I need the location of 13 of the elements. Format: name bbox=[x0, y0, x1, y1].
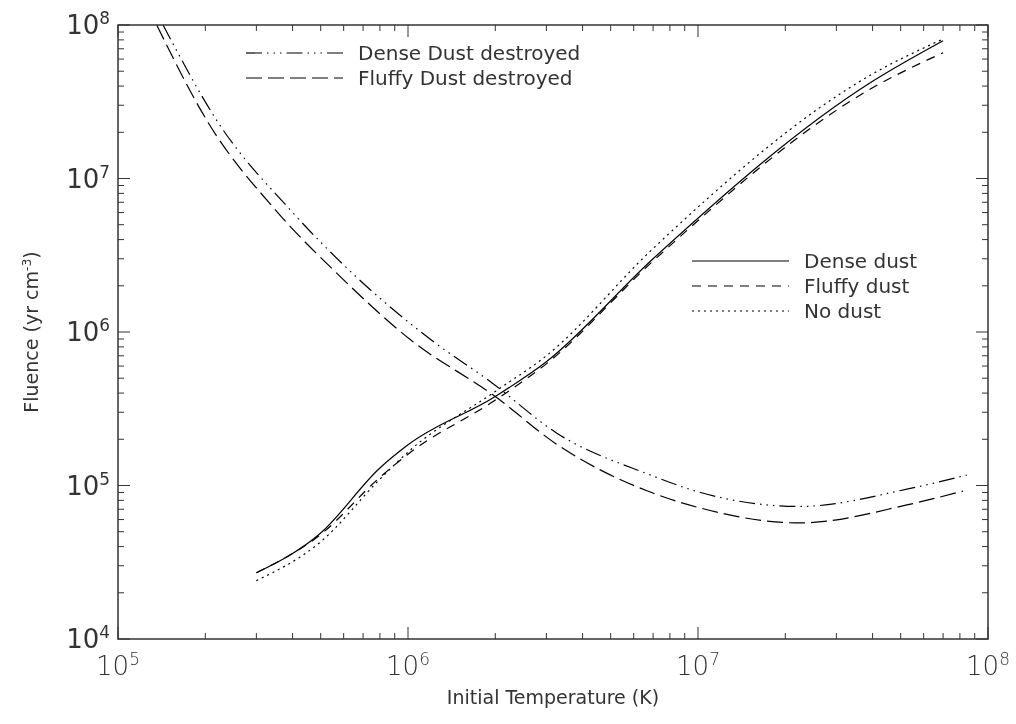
legend-label: Dense Dust destroyed bbox=[358, 41, 581, 65]
x-tick-label: 10$^{6}$ bbox=[386, 649, 430, 681]
legend-label: Fluffy Dust destroyed bbox=[358, 66, 573, 90]
y-tick-label: 10$^{8}$ bbox=[66, 8, 110, 40]
y-tick-label: 10$^{6}$ bbox=[66, 315, 110, 347]
legend-label: Fluffy dust bbox=[804, 274, 910, 298]
x-tick-label: 10$^{8}$ bbox=[966, 649, 1010, 681]
y-tick-label: 10$^{7}$ bbox=[66, 161, 110, 194]
x-tick-label: 10$^{7}$ bbox=[676, 649, 720, 681]
y-tick-label: 10$^{5}$ bbox=[66, 468, 110, 501]
x-axis-title: Initial Temperature (K) bbox=[446, 686, 660, 708]
legend-label: No dust bbox=[804, 299, 882, 323]
legend-label: Dense dust bbox=[804, 249, 918, 273]
